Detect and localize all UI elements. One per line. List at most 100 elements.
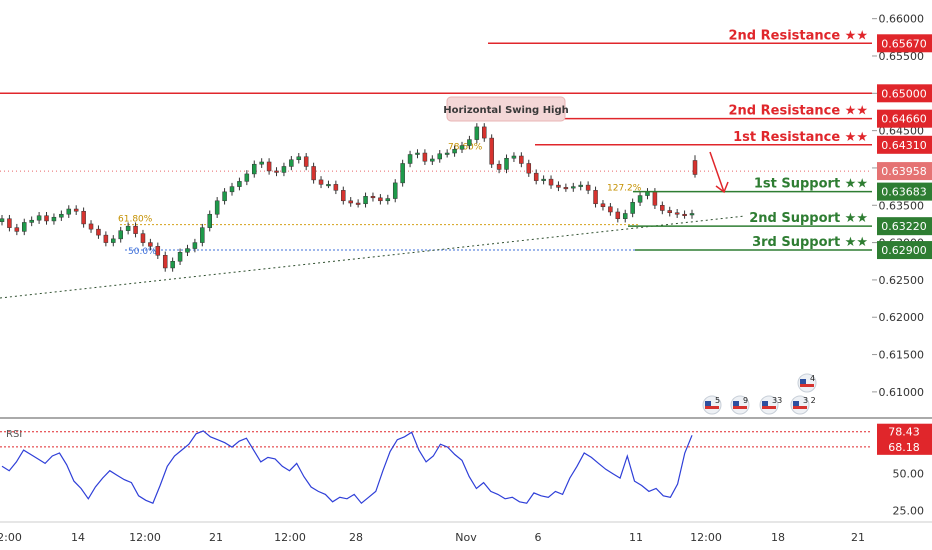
candle-body: [355, 202, 361, 205]
candle-body: [14, 227, 20, 232]
candle-body: [437, 153, 442, 160]
candle-body: [511, 155, 517, 159]
candle-body: [556, 184, 561, 188]
candle-body: [630, 202, 635, 214]
price-axis: 0.660000.655000.650000.645000.640000.635…: [872, 13, 924, 399]
candle-body: [252, 163, 257, 175]
price-tick-label: 0.63500: [879, 199, 925, 212]
rsi-tick-label: 25.00: [893, 505, 925, 518]
fibonacci-annotations: 61.80% 50.0% 78.60% 127.2%: [0, 142, 872, 257]
time-tick-label: 14: [71, 531, 85, 544]
level-label: 1st Support ★★: [754, 177, 868, 192]
candle-body: [96, 228, 101, 236]
price-series: [0, 123, 698, 272]
level-label: 3rd Support ★★: [752, 235, 868, 250]
candle-body: [378, 197, 383, 202]
time-tick-label: 6: [535, 531, 542, 544]
candle-body: [608, 206, 613, 213]
event-count: 9: [743, 396, 748, 405]
candle-body: [237, 181, 242, 187]
flag-canton-icon: [762, 401, 768, 406]
time-tick-label: 21: [209, 531, 223, 544]
candle-body: [637, 195, 643, 203]
time-tick-label: 21: [851, 531, 865, 544]
rsi-grid: [0, 431, 872, 448]
candle-body: [622, 213, 628, 219]
ascending-trendline: [0, 215, 746, 299]
time-tick-label: Nov: [455, 531, 477, 544]
candle-body: [51, 216, 57, 222]
candle-body: [88, 223, 94, 230]
rsi-tick-label: 50.00: [893, 468, 925, 481]
time-tick-label: 12:00: [129, 531, 161, 544]
flag-stripe-icon: [705, 406, 719, 409]
price-tick-label: 0.62000: [879, 311, 925, 324]
event-flag-icon: [702, 395, 722, 415]
level-price-box: [877, 135, 932, 154]
level-price-label: 0.65000: [881, 87, 927, 100]
level-price-box: [877, 84, 932, 103]
level-label: 1st Resistance ★★: [733, 130, 868, 145]
event-count: 5: [715, 396, 720, 405]
candle-body: [200, 227, 205, 243]
candle-body: [214, 200, 220, 215]
candle-body: [578, 184, 583, 187]
event-flag-icon: [790, 395, 810, 415]
rsi-axis: 78.43 68.18 25.00 50.00: [877, 423, 932, 518]
candle-body: [430, 158, 435, 162]
candle-body: [140, 233, 146, 243]
candle-body: [689, 213, 695, 216]
candle-body: [333, 184, 339, 191]
candle-body: [571, 186, 576, 189]
candle-body: [133, 225, 138, 234]
price-tick-label: 0.66000: [879, 13, 925, 26]
candle-body: [533, 172, 539, 181]
fib-127-label: 127.2%: [607, 183, 642, 193]
candle-body: [318, 179, 324, 185]
time-tick-label: 28: [349, 531, 363, 544]
level-label: 2nd Support ★★: [749, 211, 868, 226]
candle-body: [422, 152, 428, 162]
candle-body: [289, 159, 294, 167]
candle-body: [73, 208, 79, 212]
flag-stripe-icon: [762, 406, 776, 409]
candle-body: [400, 163, 405, 184]
candle-body: [155, 246, 161, 256]
candle-body: [415, 152, 420, 155]
candle-body: [22, 222, 27, 232]
price-tick-label: 0.65500: [879, 50, 925, 63]
event-count: 3 2: [803, 396, 816, 405]
fib-50-label: 50.0%: [128, 247, 157, 257]
candle-body: [0, 218, 5, 222]
fib-786-label: 78.60%: [448, 142, 483, 152]
candle-body: [170, 261, 175, 269]
rsi-level-box: [877, 438, 932, 455]
flag-canton-icon: [705, 401, 711, 406]
candle-body: [244, 173, 250, 182]
swing-high-label: Horizontal Swing High: [443, 105, 569, 116]
event-flag-icon: [759, 395, 779, 415]
candle-body: [44, 215, 49, 222]
candle-body: [81, 210, 86, 225]
flag-canton-icon: [793, 401, 799, 406]
level-price-label: 0.63683: [881, 186, 927, 199]
event-count: 4: [810, 374, 815, 383]
time-tick-label: 12:00: [274, 531, 306, 544]
candle-body: [444, 152, 450, 155]
fib-618-label: 61.80%: [118, 215, 153, 225]
current-price-label: 0.63958: [881, 165, 927, 178]
candle-body: [682, 213, 687, 216]
candle-body: [585, 184, 591, 191]
candle-body: [467, 139, 472, 146]
price-tick-label: 0.61000: [879, 386, 925, 399]
candle-body: [207, 213, 212, 228]
candle-body: [474, 126, 480, 140]
flag-stripe-icon: [800, 384, 814, 387]
candle-body: [563, 187, 569, 190]
candle-body: [452, 149, 457, 154]
candle-body: [652, 191, 658, 206]
level-price-label: 0.62900: [881, 244, 927, 257]
candle-body: [407, 154, 413, 164]
candle-body: [489, 137, 494, 165]
candle-body: [326, 184, 331, 187]
